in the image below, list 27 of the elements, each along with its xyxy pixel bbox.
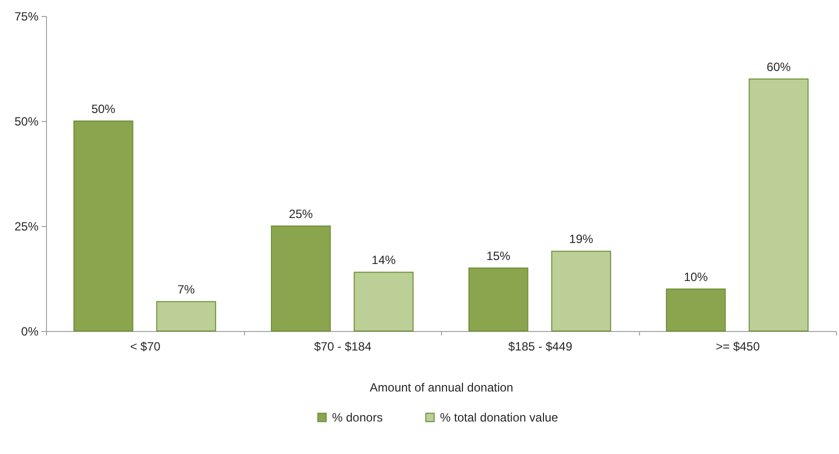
- data-label: 25%: [288, 207, 314, 221]
- bar: [551, 250, 612, 332]
- legend-label: % total donation value: [440, 410, 558, 424]
- x-tick-label: $185 - $449: [508, 340, 573, 354]
- data-label: 19%: [569, 232, 594, 246]
- bar: [73, 120, 134, 332]
- y-tick-label: 25%: [14, 220, 39, 234]
- bar: [354, 272, 414, 332]
- legend-label: % donors: [332, 410, 383, 424]
- bar: [156, 301, 216, 332]
- bar: [468, 268, 528, 332]
- data-label: 15%: [486, 249, 511, 263]
- y-tick-label: 0%: [21, 324, 39, 338]
- x-axis-title: Amount of annual donation: [370, 380, 514, 394]
- data-label: 7%: [177, 282, 196, 297]
- data-label: 60%: [766, 60, 791, 74]
- x-tick-label: $70 - $184: [314, 340, 372, 354]
- data-label: 14%: [372, 253, 396, 268]
- data-label: 50%: [91, 102, 116, 116]
- bar: [666, 288, 726, 332]
- x-tick-label: >= $450: [716, 340, 760, 354]
- bar: [270, 226, 331, 332]
- x-tick-label: < $70: [130, 340, 161, 354]
- y-tick-label: 50%: [14, 114, 39, 128]
- y-tick-label: 75%: [14, 10, 39, 24]
- data-label: 10%: [684, 270, 708, 284]
- bar: [748, 78, 809, 332]
